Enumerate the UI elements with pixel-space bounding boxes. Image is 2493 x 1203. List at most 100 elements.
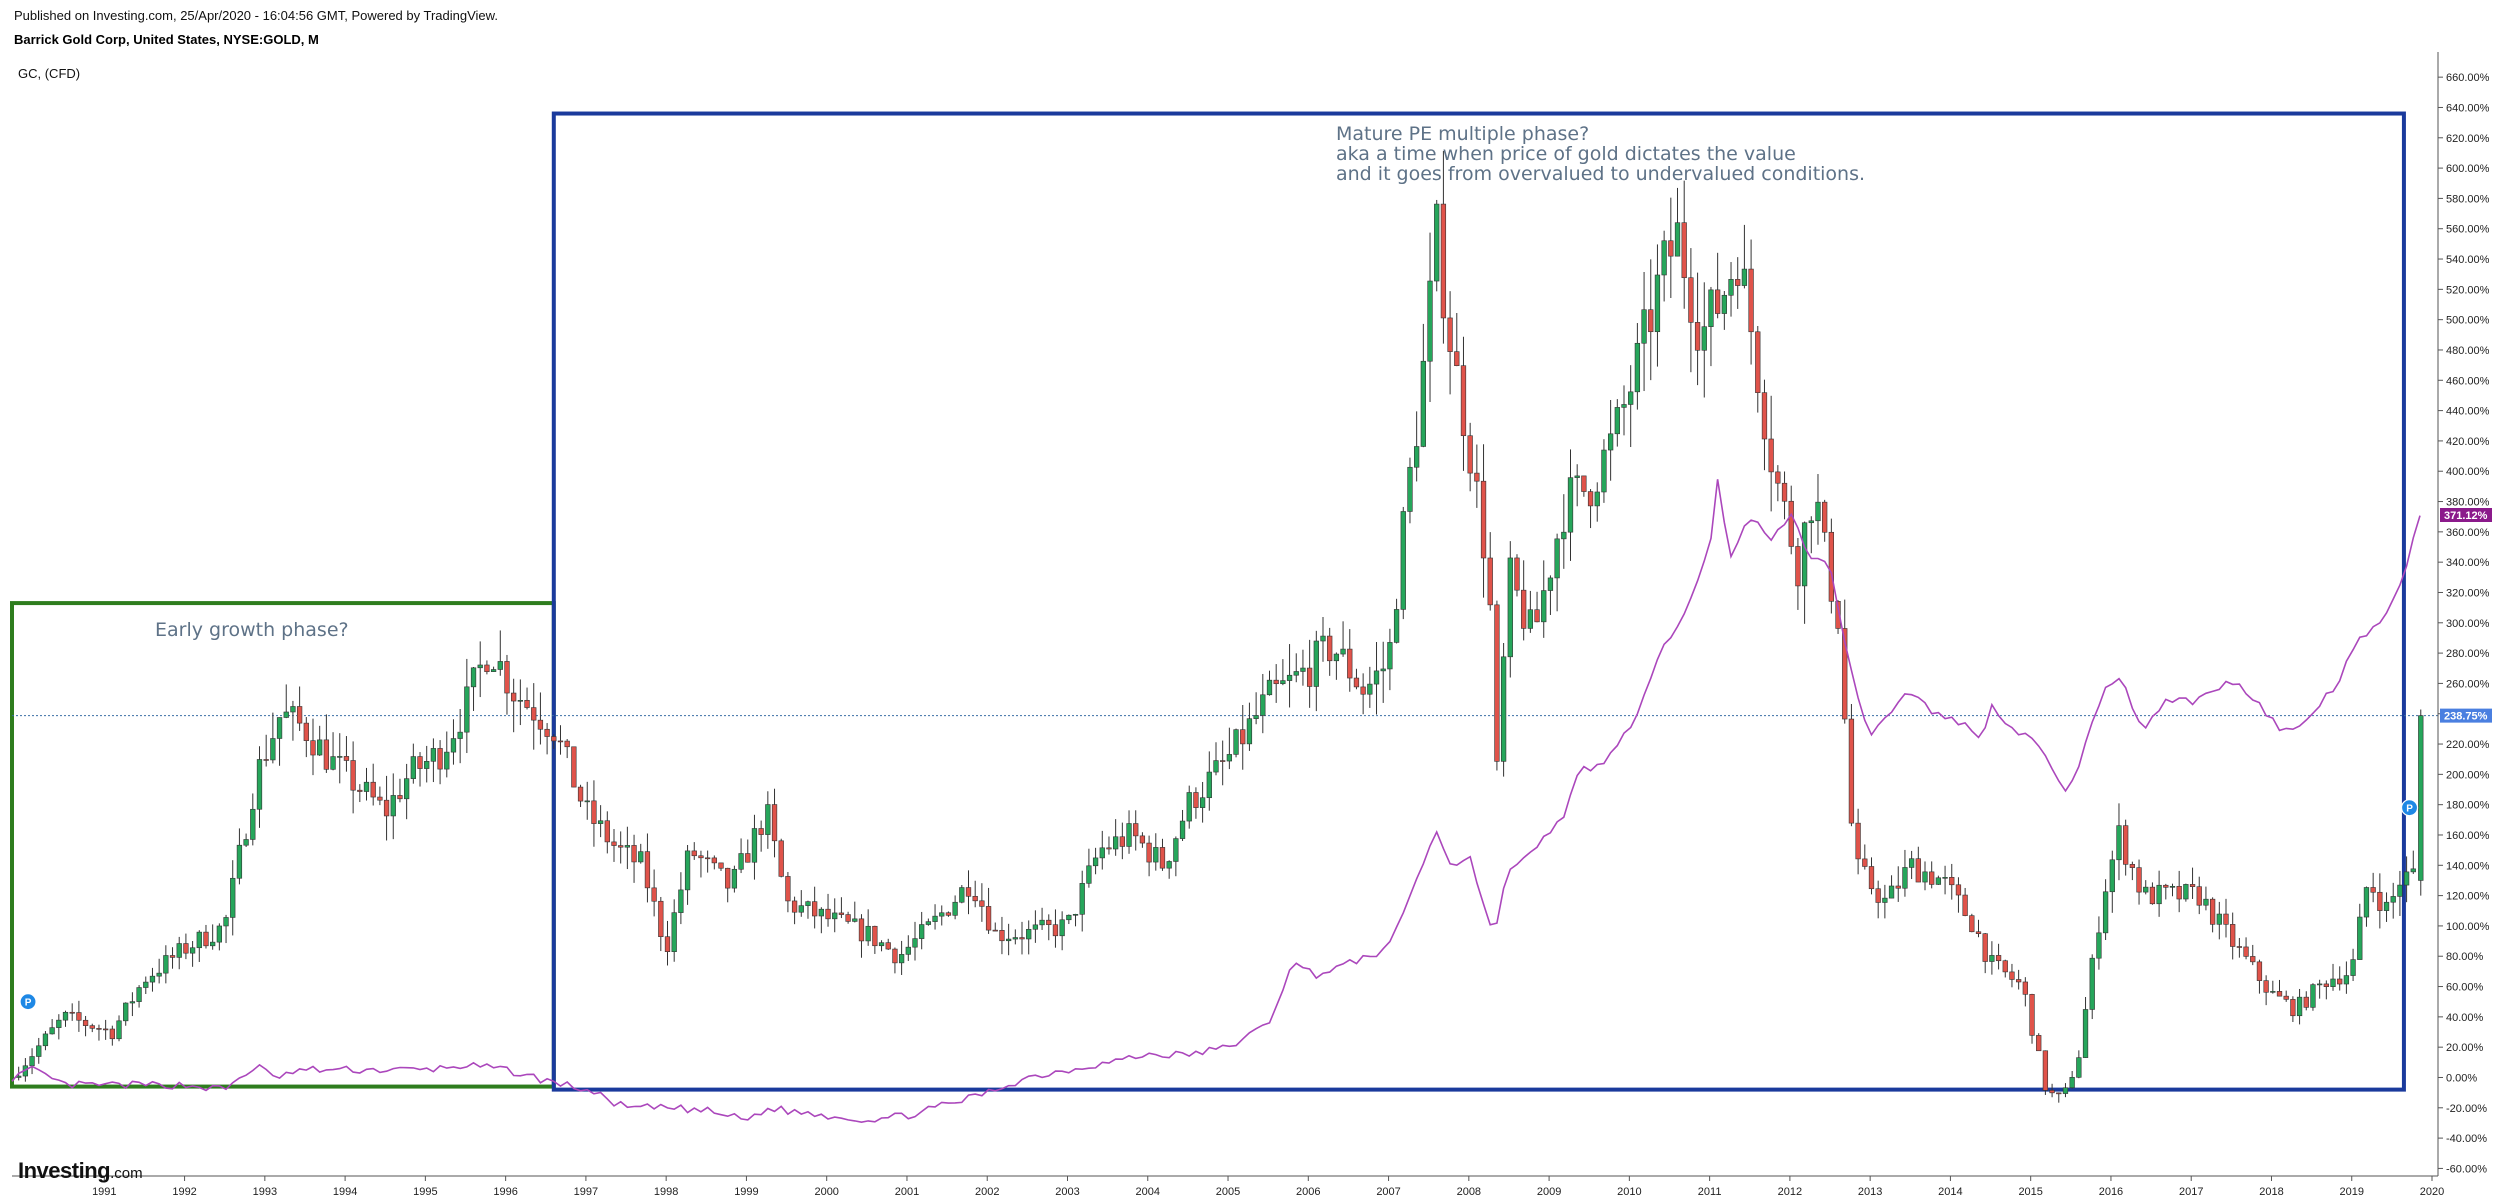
candle-body xyxy=(1353,677,1360,688)
candle xyxy=(2109,850,2115,913)
candle-body xyxy=(2203,898,2209,906)
candle xyxy=(2256,959,2263,994)
x-tick-label: 2002 xyxy=(975,1186,999,1198)
y-tick-label: 80.00% xyxy=(2446,951,2484,963)
candle xyxy=(1587,489,1594,529)
candle-body xyxy=(490,669,497,672)
candle-body xyxy=(2116,825,2122,861)
candle xyxy=(778,838,784,878)
candle xyxy=(1092,847,1099,875)
candle xyxy=(1320,617,1326,662)
candle xyxy=(738,838,744,874)
candle xyxy=(1340,621,1346,657)
candle-body xyxy=(2317,983,2323,986)
candle-body xyxy=(1052,924,1059,937)
p-marker-icon[interactable]: P xyxy=(2400,799,2419,817)
candle-body xyxy=(1246,718,1253,745)
p-marker-icon[interactable]: P xyxy=(19,993,37,1011)
candle-body xyxy=(618,845,624,848)
y-tick-label: 660.00% xyxy=(2446,72,2490,84)
candle xyxy=(932,904,938,930)
candle-body xyxy=(363,781,370,792)
candle-body xyxy=(310,740,316,756)
candle xyxy=(1755,325,1761,413)
candle-body xyxy=(357,789,363,792)
mature-phase-annotation: Mature PE multiple phase? aka a time whe… xyxy=(1336,124,1865,184)
candle-body xyxy=(457,731,463,739)
x-tick-label: 2008 xyxy=(1457,1186,1481,1198)
candle-body xyxy=(2082,1009,2089,1058)
candle xyxy=(1788,485,1794,555)
candle-body xyxy=(1012,937,1018,940)
candle-body xyxy=(116,1020,122,1040)
candle xyxy=(403,763,410,820)
candle-body xyxy=(2216,913,2222,925)
candle-body xyxy=(691,850,697,857)
candle xyxy=(644,833,651,903)
candle xyxy=(2156,870,2162,917)
candle-body xyxy=(945,912,952,916)
candle-body xyxy=(684,850,691,891)
candle xyxy=(143,976,149,995)
candle xyxy=(1427,232,1433,403)
candle xyxy=(1507,541,1513,678)
candle xyxy=(2330,963,2336,991)
candle xyxy=(89,1023,95,1033)
candle-body xyxy=(109,1028,115,1040)
candle-body xyxy=(651,887,657,902)
candle xyxy=(1795,537,1801,610)
series-label[interactable]: GC, (CFD) xyxy=(18,66,81,81)
candle xyxy=(1975,919,1982,938)
candle xyxy=(1367,666,1373,708)
candle xyxy=(2022,977,2028,1007)
gc-comparison-line xyxy=(11,479,2421,1124)
candle-body xyxy=(1795,546,1801,587)
x-tick-label: 2005 xyxy=(1216,1186,1240,1198)
candle xyxy=(1072,913,1079,927)
candle xyxy=(2370,872,2376,903)
candle xyxy=(2243,937,2249,960)
candle-body xyxy=(370,781,376,798)
candle-body xyxy=(437,748,443,770)
candle xyxy=(1133,810,1139,851)
mature-line-3: and it goes from overvalued to undervalu… xyxy=(1336,163,1866,185)
candle-body xyxy=(129,1001,136,1004)
candle xyxy=(1179,809,1186,842)
candle xyxy=(203,924,209,949)
candle-body xyxy=(1949,877,1955,886)
candle-body xyxy=(1815,501,1821,522)
candle xyxy=(825,893,831,927)
candle-body xyxy=(1447,317,1453,352)
candle-body xyxy=(2136,867,2142,893)
candle xyxy=(858,914,865,958)
candle xyxy=(1327,627,1333,676)
candle xyxy=(1808,516,1814,554)
candle xyxy=(377,786,383,806)
candle-body xyxy=(1922,871,1928,883)
candle xyxy=(2196,876,2202,915)
candle xyxy=(477,641,483,698)
x-tick-label: 1998 xyxy=(654,1186,678,1198)
logo-main: Investing xyxy=(18,1158,111,1183)
candle-body xyxy=(1741,268,1748,286)
candle xyxy=(2096,916,2102,970)
candle xyxy=(1494,600,1500,771)
candle xyxy=(912,921,918,961)
investing-logo[interactable]: Investing.com xyxy=(18,1158,143,1184)
candle-body xyxy=(1373,670,1380,685)
candle xyxy=(691,842,697,860)
candle-body xyxy=(1400,511,1406,610)
candle xyxy=(290,700,296,741)
candle xyxy=(250,793,256,846)
candle-body xyxy=(2350,959,2356,976)
candle xyxy=(1360,673,1366,715)
candle-body xyxy=(2183,884,2189,900)
early-growth-annotation: Early growth phase? xyxy=(155,619,349,641)
candle-body xyxy=(537,719,544,730)
symbol-title: Barrick Gold Corp, United States, NYSE:G… xyxy=(14,32,319,47)
y-tick-label: -40.00% xyxy=(2446,1133,2487,1145)
candle-body xyxy=(698,855,704,859)
candle-body xyxy=(1079,883,1085,915)
candle xyxy=(263,734,269,767)
